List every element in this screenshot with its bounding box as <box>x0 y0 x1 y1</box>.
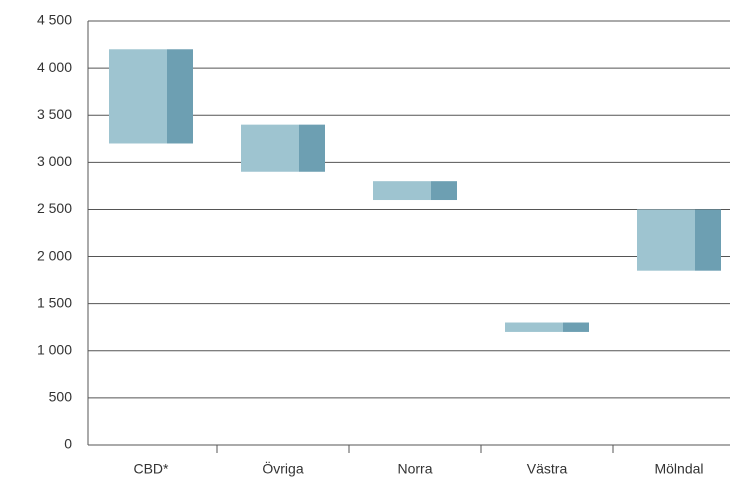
range-bar-accent <box>167 49 193 144</box>
y-tick-label: 1 500 <box>37 294 72 310</box>
range-bar <box>109 49 167 144</box>
y-tick-label: 2 000 <box>37 247 72 263</box>
y-tick-label: 2 500 <box>37 200 72 216</box>
range-bar-accent <box>431 181 457 201</box>
y-tick-label: 3 500 <box>37 106 72 122</box>
y-tick-label: 0 <box>64 436 72 452</box>
range-bar <box>637 209 695 271</box>
y-tick-label: 3 000 <box>37 153 72 169</box>
x-tick-label: Övriga <box>262 460 303 477</box>
y-tick-label: 500 <box>49 389 73 405</box>
range-bar-accent <box>563 322 589 332</box>
x-tick-label: Mölndal <box>654 461 703 477</box>
x-tick-label: Norra <box>397 461 432 477</box>
x-tick-label: CBD* <box>133 461 169 477</box>
x-tick-label: Västra <box>527 461 568 477</box>
y-tick-label: 4 500 <box>37 12 72 28</box>
range-bar-accent <box>695 209 721 271</box>
range-bar <box>373 181 431 201</box>
range-bar-accent <box>299 124 325 172</box>
range-bar <box>241 124 299 172</box>
y-tick-label: 1 000 <box>37 341 72 357</box>
range-bar <box>505 322 563 332</box>
y-tick-label: 4 000 <box>37 59 72 75</box>
